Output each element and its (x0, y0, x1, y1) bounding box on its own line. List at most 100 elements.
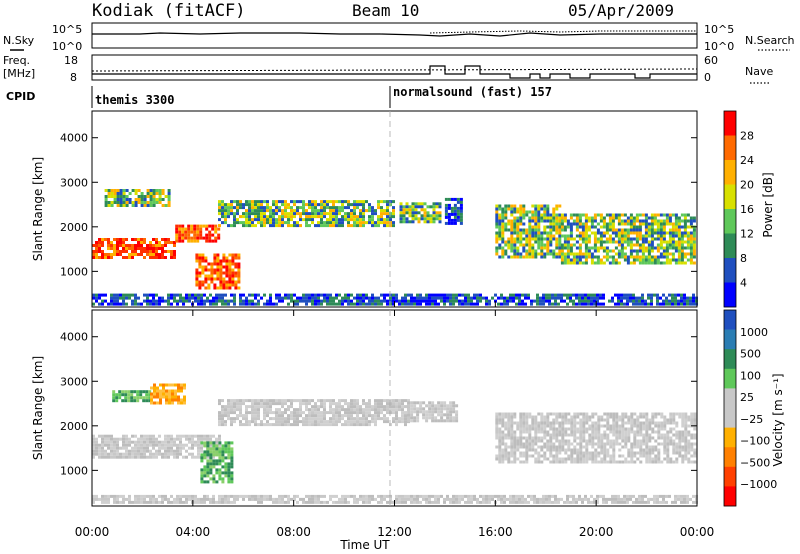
range-gate-cell (536, 500, 539, 504)
range-gate-cell (362, 218, 365, 222)
range-gate-cell (587, 497, 590, 501)
range-gate-cell (674, 216, 678, 220)
range-gate-cell (528, 240, 532, 244)
range-gate-cell (323, 408, 326, 412)
range-gate-cell (594, 427, 598, 431)
range-gate-cell (311, 206, 314, 210)
range-gate-cell (510, 243, 514, 247)
range-gate-cell (528, 237, 532, 241)
range-gate-cell (113, 500, 116, 504)
range-gate-cell (666, 448, 670, 452)
range-gate-cell (590, 302, 593, 306)
range-gate-cell (495, 252, 499, 256)
range-gate-cell (347, 405, 350, 409)
range-gate-cell (251, 494, 254, 498)
range-gate-cell (555, 243, 559, 247)
range-gate-cell (227, 456, 231, 460)
range-gate-cell (404, 500, 407, 504)
range-gate-cell (207, 283, 211, 287)
range-gate-cell (407, 302, 410, 306)
range-gate-cell (317, 411, 320, 415)
range-gate-cell (540, 445, 544, 449)
range-gate-cell (344, 423, 347, 427)
range-gate-cell (227, 402, 230, 406)
range-gate-cell (647, 252, 651, 256)
colorbar-tick-label: 16 (740, 203, 754, 216)
range-gate-cell (512, 494, 515, 498)
range-gate-cell (198, 262, 202, 266)
range-gate-cell (205, 227, 209, 231)
range-gate-cell (611, 213, 615, 217)
range-gate-cell (143, 437, 146, 441)
range-gate-cell (563, 228, 567, 232)
range-gate-cell (218, 293, 221, 297)
range-gate-cell (353, 209, 356, 213)
range-gate-cell (561, 439, 565, 443)
range-gate-cell (590, 219, 594, 223)
range-gate-cell (251, 417, 254, 421)
range-gate-cell (221, 221, 224, 225)
range-gate-cell (225, 262, 229, 266)
range-gate-cell (608, 249, 612, 253)
range-gate-cell (536, 293, 539, 297)
range-gate-cell (281, 221, 284, 225)
range-gate-cell (314, 500, 317, 504)
range-gate-cell (674, 228, 678, 232)
range-gate-cell (579, 448, 583, 452)
range-gate-cell (104, 452, 107, 456)
range-gate-cell (546, 234, 550, 238)
range-gate-cell (344, 414, 347, 418)
range-gate-cell (599, 219, 603, 223)
range-gate-cell (650, 258, 654, 262)
range-gate-cell (455, 497, 458, 501)
range-gate-cell (659, 296, 662, 300)
range-gate-cell (305, 500, 308, 504)
freq-tick-bottom: 8 (70, 71, 77, 84)
range-gate-cell (665, 258, 669, 262)
range-gate-cell (187, 233, 191, 237)
range-gate-cell (275, 296, 278, 300)
range-gate-cell (213, 286, 217, 290)
range-gate-cell (171, 392, 174, 396)
range-gate-cell (692, 237, 696, 241)
range-gate-cell (516, 421, 520, 425)
range-gate-cell (413, 302, 416, 306)
range-gate-cell (350, 212, 353, 216)
range-gate-cell (671, 302, 674, 306)
range-gate-cell (92, 446, 95, 450)
range-gate-cell (404, 494, 407, 498)
range-gate-cell (323, 420, 326, 424)
freq-trace (91, 68, 698, 72)
range-gate-cell (564, 460, 568, 464)
range-gate-cell (281, 402, 284, 406)
range-gate-cell (213, 268, 217, 272)
range-gate-cell (635, 240, 639, 244)
range-gate-cell (368, 402, 371, 406)
range-gate-cell (155, 198, 159, 201)
range-gate-cell (413, 407, 417, 411)
range-gate-cell (423, 220, 427, 224)
range-gate-cell (101, 500, 104, 504)
range-gate-cell (666, 442, 670, 446)
range-gate-cell (656, 258, 660, 262)
range-gate-cell (597, 442, 601, 446)
range-gate-cell (419, 410, 423, 414)
range-gate-cell (365, 423, 368, 427)
range-gate-cell (579, 430, 583, 434)
range-gate-cell (657, 451, 661, 455)
range-gate-cell (260, 203, 263, 207)
range-gate-cell (260, 497, 263, 501)
range-gate-cell (380, 218, 383, 222)
range-gate-cell (498, 445, 502, 449)
range-gate-cell (272, 212, 275, 216)
range-gate-cell (242, 215, 245, 219)
range-gate-cell (107, 204, 111, 207)
colorbar-segment (724, 233, 736, 259)
range-gate-cell (651, 421, 655, 425)
range-gate-cell (110, 434, 113, 438)
range-gate-cell (600, 439, 604, 443)
range-gate-cell (599, 494, 602, 498)
range-gate-cell (204, 277, 208, 281)
range-gate-cell (128, 247, 131, 250)
range-gate-cell (359, 293, 362, 297)
